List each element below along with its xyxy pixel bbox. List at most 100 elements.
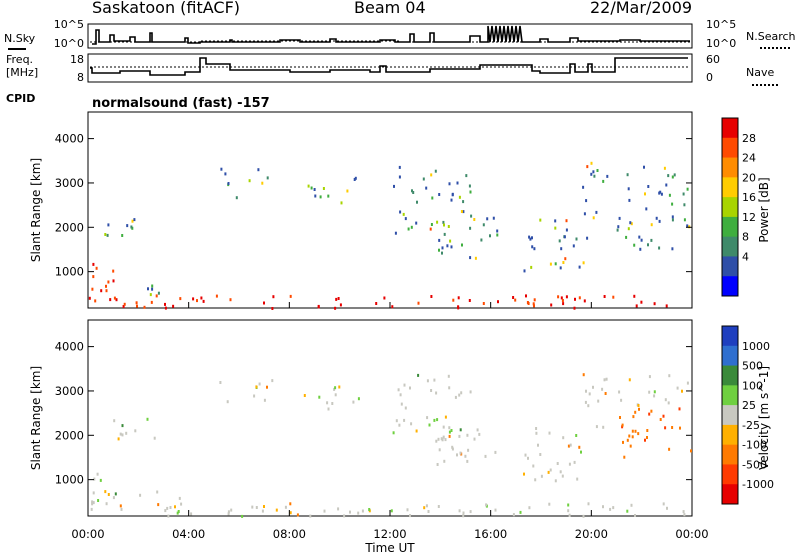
echo-cell [425, 504, 428, 508]
echo-cell [114, 492, 117, 496]
time-tick-label: 00:00 [675, 527, 708, 541]
power-colorbar-label: Power [dB] [757, 177, 771, 242]
echo-cell [519, 510, 522, 514]
echo-cell [645, 207, 648, 211]
echo-cell [559, 266, 562, 270]
echo-cell [468, 299, 471, 302]
echo-cell [99, 478, 102, 482]
echo-cell [112, 269, 115, 273]
echo-cell [664, 426, 667, 430]
echo-cell [683, 203, 686, 207]
echo-cell [446, 244, 449, 248]
echo-cell [92, 262, 95, 266]
echo-cell [109, 298, 112, 302]
echo-cell [448, 386, 451, 390]
echo-cell [403, 418, 406, 422]
echo-cell [460, 391, 463, 395]
echo-cell [534, 478, 537, 482]
echo-cell [462, 514, 465, 518]
colorbar-swatch [722, 216, 738, 238]
echo-cell [686, 224, 689, 228]
echo-cell [637, 404, 640, 407]
echo-cell [470, 214, 473, 218]
echo-cell [164, 302, 166, 306]
echo-cell [590, 172, 593, 176]
time-tick-label: 00:00 [71, 527, 104, 541]
echo-cell [121, 433, 124, 437]
echo-cell [155, 294, 158, 298]
echo-cell [620, 398, 623, 402]
colorbar-tick-label: -25 [742, 419, 760, 432]
echo-cell [597, 399, 600, 403]
colorbar-swatch [722, 464, 738, 485]
echo-cell [94, 299, 97, 303]
echo-cell [634, 429, 637, 433]
echo-cell [119, 504, 122, 508]
echo-cell [310, 186, 313, 190]
echo-cell [368, 508, 371, 511]
echo-cell [179, 297, 182, 301]
colorbar-tick-label: 20 [742, 171, 756, 184]
echo-cell [621, 425, 624, 429]
colorbar-tick-label: 1000 [742, 340, 770, 353]
echo-cell [586, 236, 589, 240]
power-colorbar: 28 24 20 16 12 8 4 [721, 117, 756, 297]
echo-cell [169, 506, 172, 509]
echo-cell [164, 306, 167, 310]
echo-cell [441, 246, 444, 250]
echo-cell [557, 295, 560, 299]
echo-cell [637, 432, 640, 436]
echo-cell [133, 218, 136, 222]
echo-cell [565, 219, 568, 223]
echo-cell [253, 394, 256, 398]
echo-cell [523, 269, 526, 273]
echo-cell [435, 391, 438, 395]
echo-cell [357, 511, 360, 515]
echo-cell [676, 386, 679, 390]
echo-cell [667, 174, 670, 178]
echo-cell [227, 510, 230, 514]
echo-cell [478, 432, 481, 436]
echo-cell [531, 245, 534, 249]
echo-cell [409, 386, 411, 390]
echo-cell [567, 509, 570, 513]
echo-cell [574, 297, 576, 301]
y-tick-label: 4000 [55, 340, 84, 354]
echo-cell [602, 505, 604, 509]
echo-cell [668, 193, 671, 197]
echo-cell [113, 419, 116, 423]
echo-cell [415, 429, 418, 433]
echo-cell [357, 397, 360, 401]
echo-cell [444, 415, 447, 419]
colorbar-tick-label: 8 [742, 231, 749, 244]
echo-cell [251, 505, 254, 509]
nsky-legend-line [8, 48, 26, 50]
echo-cell [113, 296, 116, 300]
echo-cell [436, 220, 439, 224]
echo-cell [449, 239, 452, 243]
echo-cell [648, 375, 651, 379]
echo-cell [391, 305, 394, 309]
echo-cell [172, 304, 175, 308]
echo-cell [334, 386, 337, 390]
echo-cell [458, 195, 461, 199]
echo-cell [334, 393, 337, 397]
echo-cell [448, 426, 451, 430]
echo-cell [576, 477, 579, 481]
echo-cell [454, 395, 457, 399]
echo-cell [469, 226, 472, 230]
echo-cell [121, 424, 124, 428]
echo-cell [528, 235, 531, 239]
nsearch-tick-bottom: 10^0 [706, 37, 736, 50]
echo-cell [647, 185, 650, 188]
echo-cell [592, 170, 595, 174]
date-title: 22/Mar/2009 [590, 0, 693, 17]
echo-cell [438, 248, 440, 252]
time-axis-label: Time UT [364, 541, 415, 554]
echo-cell [612, 506, 615, 510]
echo-cell [200, 296, 203, 300]
echo-cell [606, 174, 609, 178]
echo-cell [337, 297, 340, 300]
echo-cell [180, 502, 183, 506]
echo-cell [535, 427, 538, 430]
